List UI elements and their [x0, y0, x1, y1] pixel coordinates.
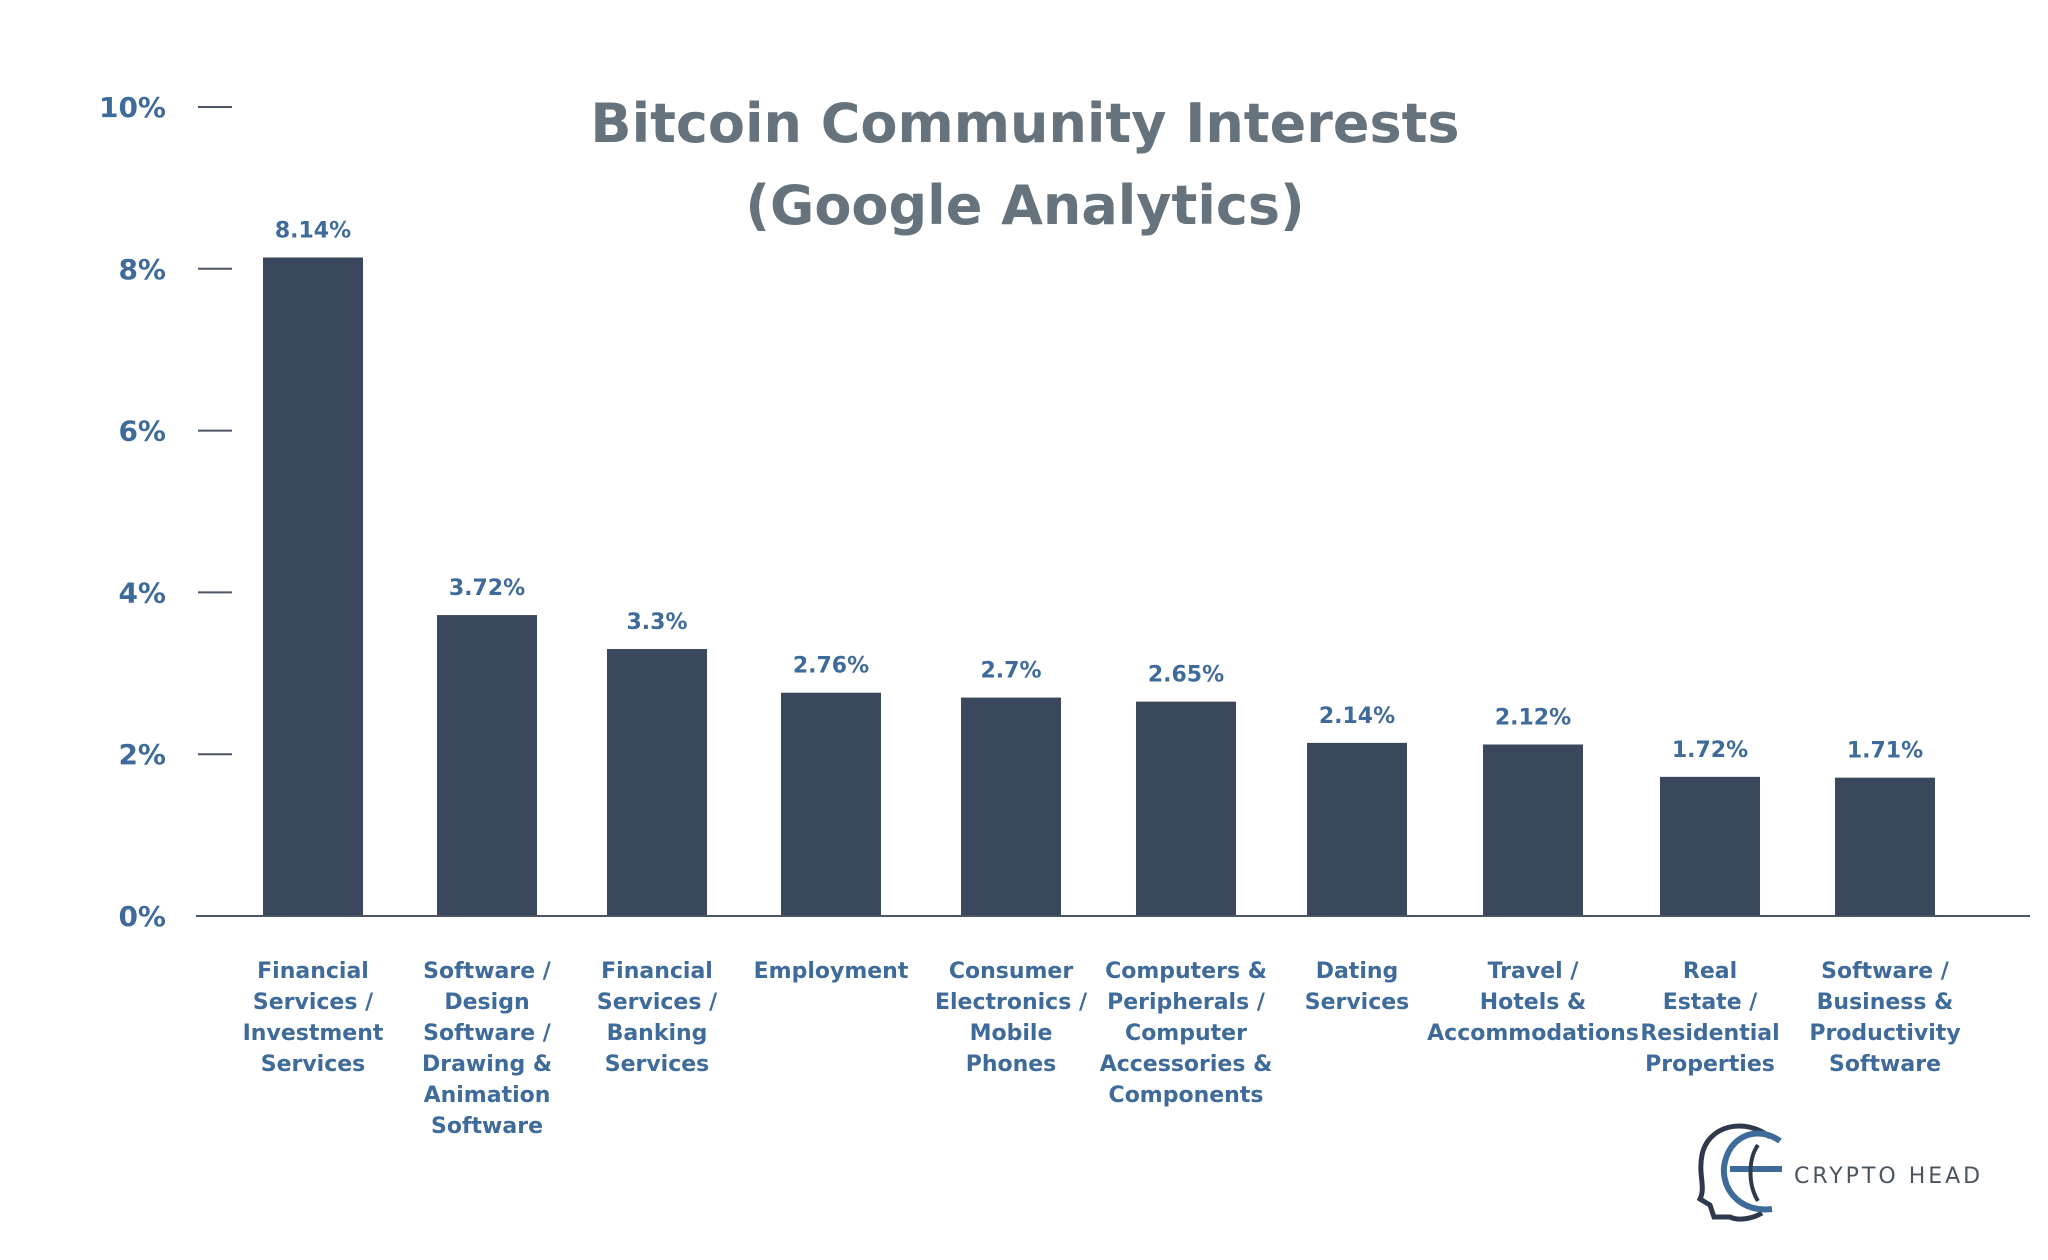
- chart-title-line: Bitcoin Community Interests: [590, 92, 1459, 155]
- y-tick-label: 6%: [118, 415, 166, 448]
- bar: [781, 692, 881, 916]
- bars: 8.14% 3.72% 3.3% 2.76% 2.7% 2.65% 2.14% 2.12% 1.…: [263, 218, 1935, 916]
- x-category-label: Travel /: [1488, 959, 1580, 984]
- bar: [263, 257, 363, 916]
- x-category-label: Phones: [966, 1052, 1057, 1077]
- x-category-label: Drawing &: [422, 1052, 552, 1077]
- x-category-label: Investment: [243, 1021, 384, 1046]
- x-category-label: Hotels &: [1480, 990, 1586, 1015]
- crypto-head-logo-icon: [1696, 1123, 1782, 1222]
- x-category-label: Services /: [253, 990, 374, 1015]
- x-category-label: Animation: [424, 1083, 551, 1108]
- bar: [1660, 776, 1760, 916]
- x-category-label: Services: [605, 1052, 710, 1077]
- x-category-label: Computers &: [1105, 959, 1267, 984]
- x-category-label: Software: [1829, 1052, 1941, 1077]
- x-category-label: Services: [1305, 990, 1410, 1015]
- x-category-label: Real: [1683, 959, 1737, 984]
- y-tick-label: 8%: [118, 253, 166, 286]
- x-category-label: Dating: [1316, 959, 1399, 984]
- x-category-label: Electronics /: [935, 990, 1088, 1015]
- bar-data-label: 1.72%: [1672, 738, 1748, 763]
- crypto-head-logo: CRYPTO HEAD: [1696, 1123, 1983, 1222]
- bar: [1136, 701, 1236, 916]
- x-category-label: Business &: [1817, 990, 1954, 1015]
- y-axis: 0% 2% 4% 6% 8% 10%: [99, 91, 232, 933]
- y-tick-label: 10%: [99, 91, 166, 124]
- x-category-label: Properties: [1645, 1052, 1775, 1077]
- x-category-label: Software: [431, 1114, 543, 1139]
- x-category-label: Financial: [601, 959, 713, 984]
- bar: [961, 697, 1061, 916]
- x-axis-labels: Financial Services / Investment Services Sof…: [243, 959, 1961, 1139]
- bar-data-label: 2.76%: [793, 654, 869, 679]
- x-category-label: Components: [1109, 1083, 1264, 1108]
- x-category-label: Software /: [423, 959, 552, 984]
- x-category-label: Consumer: [949, 959, 1074, 984]
- bar-data-label: 2.65%: [1148, 663, 1224, 688]
- x-category-label: Estate /: [1663, 990, 1759, 1015]
- x-category-label: Accommodations: [1427, 1021, 1639, 1046]
- bar-data-label: 1.71%: [1847, 739, 1923, 764]
- chart-title: Bitcoin Community Interests (Google Analy…: [590, 92, 1459, 237]
- bar-data-label: 2.7%: [980, 659, 1041, 684]
- x-category-label: Services: [261, 1052, 366, 1077]
- x-category-label: Software /: [423, 1021, 552, 1046]
- bar: [1835, 777, 1935, 916]
- bar: [1483, 744, 1583, 916]
- bar-data-label: 3.3%: [626, 610, 687, 635]
- x-category-label: Computer: [1125, 1021, 1247, 1046]
- x-category-label: Services /: [597, 990, 718, 1015]
- bar-data-label: 2.12%: [1495, 705, 1571, 730]
- bar: [1307, 742, 1407, 916]
- x-category-label: Banking: [607, 1021, 708, 1046]
- y-tick-label: 0%: [118, 900, 166, 933]
- x-category-label: Productivity: [1809, 1021, 1960, 1046]
- x-category-label: Accessories &: [1100, 1052, 1273, 1077]
- x-category-label: Mobile: [970, 1021, 1053, 1046]
- x-category-label: Financial: [257, 959, 369, 984]
- chart-title-line: (Google Analytics): [745, 174, 1304, 237]
- y-tick-label: 4%: [118, 576, 166, 609]
- bar-data-label: 3.72%: [449, 576, 525, 601]
- x-category-label: Peripherals /: [1107, 990, 1266, 1015]
- bar: [437, 615, 537, 916]
- x-category-label: Residential: [1640, 1021, 1779, 1046]
- y-tick-label: 2%: [118, 738, 166, 771]
- bar: [607, 649, 707, 916]
- x-category-label: Software /: [1821, 959, 1950, 984]
- bar-data-label: 8.14%: [275, 218, 351, 243]
- x-category-label: Employment: [754, 959, 909, 984]
- x-category-label: Design: [444, 990, 529, 1015]
- brand-name: CRYPTO HEAD: [1794, 1164, 1983, 1189]
- bar-data-label: 2.14%: [1319, 704, 1395, 729]
